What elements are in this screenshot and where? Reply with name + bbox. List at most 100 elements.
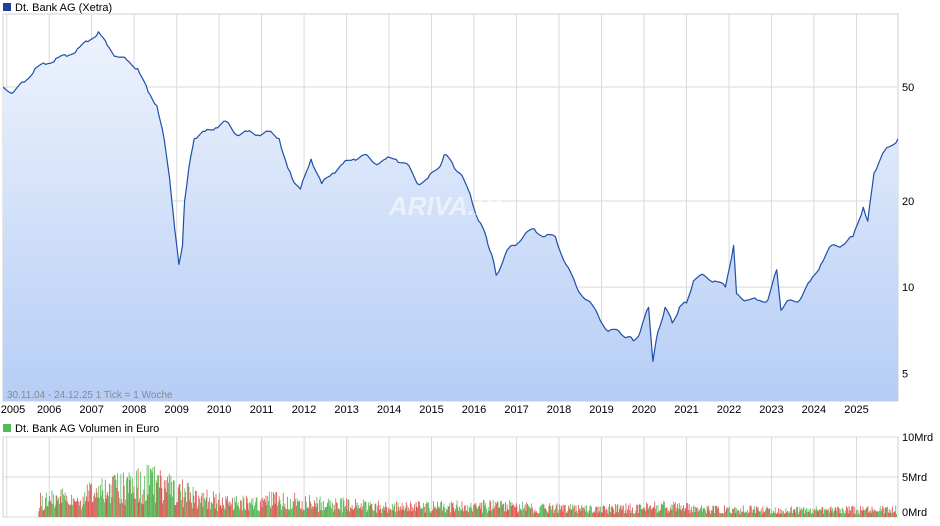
volume-bar xyxy=(718,506,720,517)
volume-bar xyxy=(524,504,526,517)
volume-bar xyxy=(160,475,162,517)
volume-bar xyxy=(663,501,665,517)
volume-bar xyxy=(452,502,454,517)
volume-bar xyxy=(556,503,558,517)
volume-bar xyxy=(682,508,683,517)
volume-bar xyxy=(779,509,781,517)
volume-bar xyxy=(425,504,427,517)
volume-bar xyxy=(860,509,862,517)
volume-bar xyxy=(660,503,662,517)
volume-bar xyxy=(481,502,483,517)
volume-bar xyxy=(710,510,712,517)
volume-bar xyxy=(619,508,620,517)
volume-bar xyxy=(391,504,393,517)
volume-bar xyxy=(459,509,461,517)
volume-bar xyxy=(180,491,182,517)
volume-bar xyxy=(546,511,548,517)
volume-bar xyxy=(634,513,636,517)
volume-bar xyxy=(523,509,524,517)
volume-bar xyxy=(541,503,543,517)
volume-bar xyxy=(87,501,89,517)
volume-bar xyxy=(219,505,221,517)
volume-bar xyxy=(865,507,867,517)
volume-bar xyxy=(816,509,818,517)
volume-bar xyxy=(412,507,414,517)
volume-bar xyxy=(715,505,717,517)
volume-bar xyxy=(892,506,893,517)
volume-bar xyxy=(847,513,849,517)
volume-bar xyxy=(442,506,444,517)
volume-bar xyxy=(800,510,802,517)
volume-bar xyxy=(181,500,182,517)
volume-bar xyxy=(655,505,657,517)
volume-bar xyxy=(664,508,666,517)
volume-bar xyxy=(604,506,606,517)
volume-bar xyxy=(462,508,464,517)
volume-bar xyxy=(213,497,215,517)
volume-bar xyxy=(102,490,104,517)
volume-bar xyxy=(67,501,68,517)
volume-bar xyxy=(508,510,510,517)
price-legend-label: Dt. Bank AG (Xetra) xyxy=(15,2,112,14)
volume-bar xyxy=(204,500,206,517)
volume-bar xyxy=(179,483,181,517)
volume-bar xyxy=(635,510,637,517)
volume-bar xyxy=(60,489,62,517)
volume-bar xyxy=(140,503,142,517)
x-tick-label: 2015 xyxy=(419,404,443,416)
volume-bar xyxy=(79,502,81,517)
volume-bar xyxy=(737,510,739,517)
volume-bar xyxy=(854,507,856,517)
volume-bar xyxy=(475,503,477,517)
volume-bar xyxy=(386,512,388,517)
volume-bar xyxy=(473,503,475,517)
y-tick-label: 20 xyxy=(902,196,914,208)
volume-bar xyxy=(566,513,568,517)
volume-bar xyxy=(391,510,392,517)
volume-bar xyxy=(405,502,407,517)
volume-bar xyxy=(246,497,248,517)
volume-bar xyxy=(788,511,790,517)
volume-bar xyxy=(620,504,622,517)
volume-bar xyxy=(365,502,367,517)
volume-bar xyxy=(509,500,510,517)
volume-bar xyxy=(517,512,519,517)
volume-bar xyxy=(888,509,890,517)
volume-bar xyxy=(340,498,342,517)
volume-bar xyxy=(84,491,86,517)
volume-bar xyxy=(727,507,729,517)
volume-bar xyxy=(217,510,219,517)
volume-bar xyxy=(561,505,563,517)
volume-bar xyxy=(469,506,471,517)
volume-bar xyxy=(204,498,205,517)
volume-bar xyxy=(310,503,312,517)
x-tick-label: 2014 xyxy=(377,404,401,416)
volume-bar xyxy=(843,513,845,517)
volume-bar xyxy=(212,503,214,517)
volume-bar xyxy=(880,511,882,517)
volume-bar xyxy=(312,506,314,517)
volume-bar xyxy=(649,506,651,517)
volume-bar xyxy=(568,505,569,517)
volume-bar xyxy=(464,505,465,517)
volume-bar xyxy=(587,511,588,517)
volume-bar xyxy=(47,506,49,517)
volume-bar xyxy=(48,501,50,517)
volume-bar xyxy=(888,512,889,517)
volume-bar xyxy=(250,499,252,517)
volume-bar xyxy=(38,511,40,517)
volume-bar xyxy=(106,494,108,517)
volume-bar xyxy=(890,509,892,517)
volume-bar xyxy=(372,509,374,517)
volume-bar xyxy=(421,508,423,517)
volume-bar xyxy=(157,475,159,517)
volume-bar xyxy=(809,510,811,517)
volume-bar xyxy=(187,482,189,517)
volume-bar xyxy=(632,513,634,517)
volume-bar xyxy=(332,511,334,517)
volume-bar xyxy=(164,488,166,517)
x-tick-label: 2017 xyxy=(504,404,528,416)
volume-bar xyxy=(791,506,793,517)
volume-bar xyxy=(208,501,210,517)
volume-bar xyxy=(544,508,546,517)
